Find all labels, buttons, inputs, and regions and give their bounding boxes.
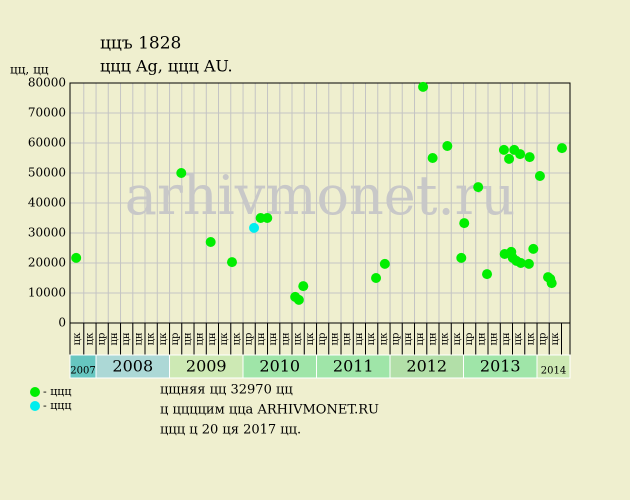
y-axis-label: цц, цц <box>10 63 49 77</box>
x-tick-label: цн <box>109 332 120 345</box>
x-tick-label: цн <box>329 332 340 345</box>
x-tick-label: цн <box>476 332 487 345</box>
point <box>482 269 493 280</box>
point <box>71 252 82 263</box>
year-label: 2013 <box>480 357 521 376</box>
point <box>456 252 467 263</box>
point <box>442 141 453 151</box>
y-tick-label: 60000 <box>28 136 66 150</box>
point <box>524 152 535 163</box>
year-band <box>536 354 571 379</box>
x-tick-label: цк <box>440 332 451 345</box>
y-tick-label: 80000 <box>28 76 66 90</box>
point <box>293 294 304 305</box>
x-tick-label: цр <box>464 333 475 346</box>
note: ццц ц 20 ця 2017 цц. <box>160 423 301 438</box>
note: ц ццццим цца ARHIVMONET.RU <box>160 403 379 418</box>
point <box>418 81 429 92</box>
x-tick-label: цн <box>489 332 500 345</box>
x-tick-label: цн <box>268 332 279 345</box>
year-label: 2008 <box>112 357 153 376</box>
point <box>546 278 557 289</box>
x-tick-label: цр <box>538 333 549 346</box>
point <box>427 153 438 163</box>
x-tick-label: цк <box>72 332 83 345</box>
watermark: arhivmonet.ru <box>125 164 515 227</box>
x-tick-label: цр <box>170 333 181 346</box>
y-tick-label: 50000 <box>28 166 66 180</box>
x-tick-label: цк <box>158 332 169 345</box>
x-tick-label: цк <box>219 332 230 345</box>
point <box>534 171 545 181</box>
y-tick-label: 40000 <box>28 196 66 210</box>
year-label: 2009 <box>186 357 227 376</box>
year-label: 2011 <box>333 357 374 376</box>
point <box>249 222 260 233</box>
point <box>298 281 309 292</box>
x-tick-label: цн <box>342 332 353 345</box>
point <box>504 153 515 164</box>
point <box>459 218 470 229</box>
x-tick-label: цк <box>366 332 377 345</box>
x-tick-label: цн <box>207 332 218 345</box>
x-tick-label: цк <box>513 332 524 345</box>
legend-label: - ццц <box>43 399 71 412</box>
year-label: 2010 <box>259 357 300 376</box>
x-tick-label: цр <box>97 333 108 346</box>
x-tick-label: цр <box>317 333 328 346</box>
point <box>226 257 237 268</box>
x-tick-label: цр <box>244 333 255 346</box>
point <box>515 258 526 268</box>
point <box>379 258 390 269</box>
note: цщняя цц 32970 цц <box>160 383 293 398</box>
point <box>498 144 509 155</box>
point <box>473 182 484 193</box>
legend-marker <box>30 401 40 411</box>
chart-title: ццъ 1828 <box>100 34 181 54</box>
y-tick-label: 30000 <box>28 226 66 240</box>
x-tick-label: цк <box>146 332 157 345</box>
y-tick-label: 20000 <box>28 256 66 270</box>
x-tick-label: цн <box>403 332 414 345</box>
x-tick-label: цк <box>452 332 463 345</box>
point <box>176 168 187 178</box>
x-tick-label: цн <box>121 332 132 345</box>
x-tick-label: цн <box>133 332 144 345</box>
x-tick-label: цк <box>84 332 95 345</box>
year-label: 2007 <box>70 366 95 377</box>
x-tick-label: цн <box>256 332 267 345</box>
x-tick-label: цр <box>391 333 402 346</box>
year-label: 2014 <box>541 366 566 377</box>
y-tick-label: 10000 <box>28 286 66 300</box>
point <box>556 143 567 154</box>
x-tick-label: цн <box>354 332 365 345</box>
x-tick-label: цн <box>501 332 512 345</box>
x-tick-label: цн <box>195 332 206 345</box>
point <box>523 258 534 269</box>
x-tick-label: цк <box>305 332 316 345</box>
subtitle: ццц Ag, ццц AU. <box>100 57 233 76</box>
x-tick-label: цк <box>525 332 536 345</box>
x-tick-label: цк <box>293 332 304 345</box>
legend-marker <box>30 387 40 397</box>
x-tick-label: цн <box>280 332 291 345</box>
y-tick-label: 0 <box>58 316 66 330</box>
point <box>515 149 526 160</box>
point <box>528 243 539 254</box>
x-tick-label: цк <box>550 332 561 345</box>
point <box>262 213 273 223</box>
x-tick-label: цк <box>231 332 242 345</box>
legend-label: - ццц <box>43 385 71 398</box>
point <box>371 273 382 283</box>
x-tick-label: цн <box>427 332 438 345</box>
point <box>205 237 216 247</box>
x-tick-label: цн <box>182 332 193 345</box>
x-tick-label: цн <box>415 332 426 345</box>
year-label: 2012 <box>406 357 447 376</box>
y-tick-label: 70000 <box>28 106 66 120</box>
x-tick-label: цк <box>378 332 389 345</box>
